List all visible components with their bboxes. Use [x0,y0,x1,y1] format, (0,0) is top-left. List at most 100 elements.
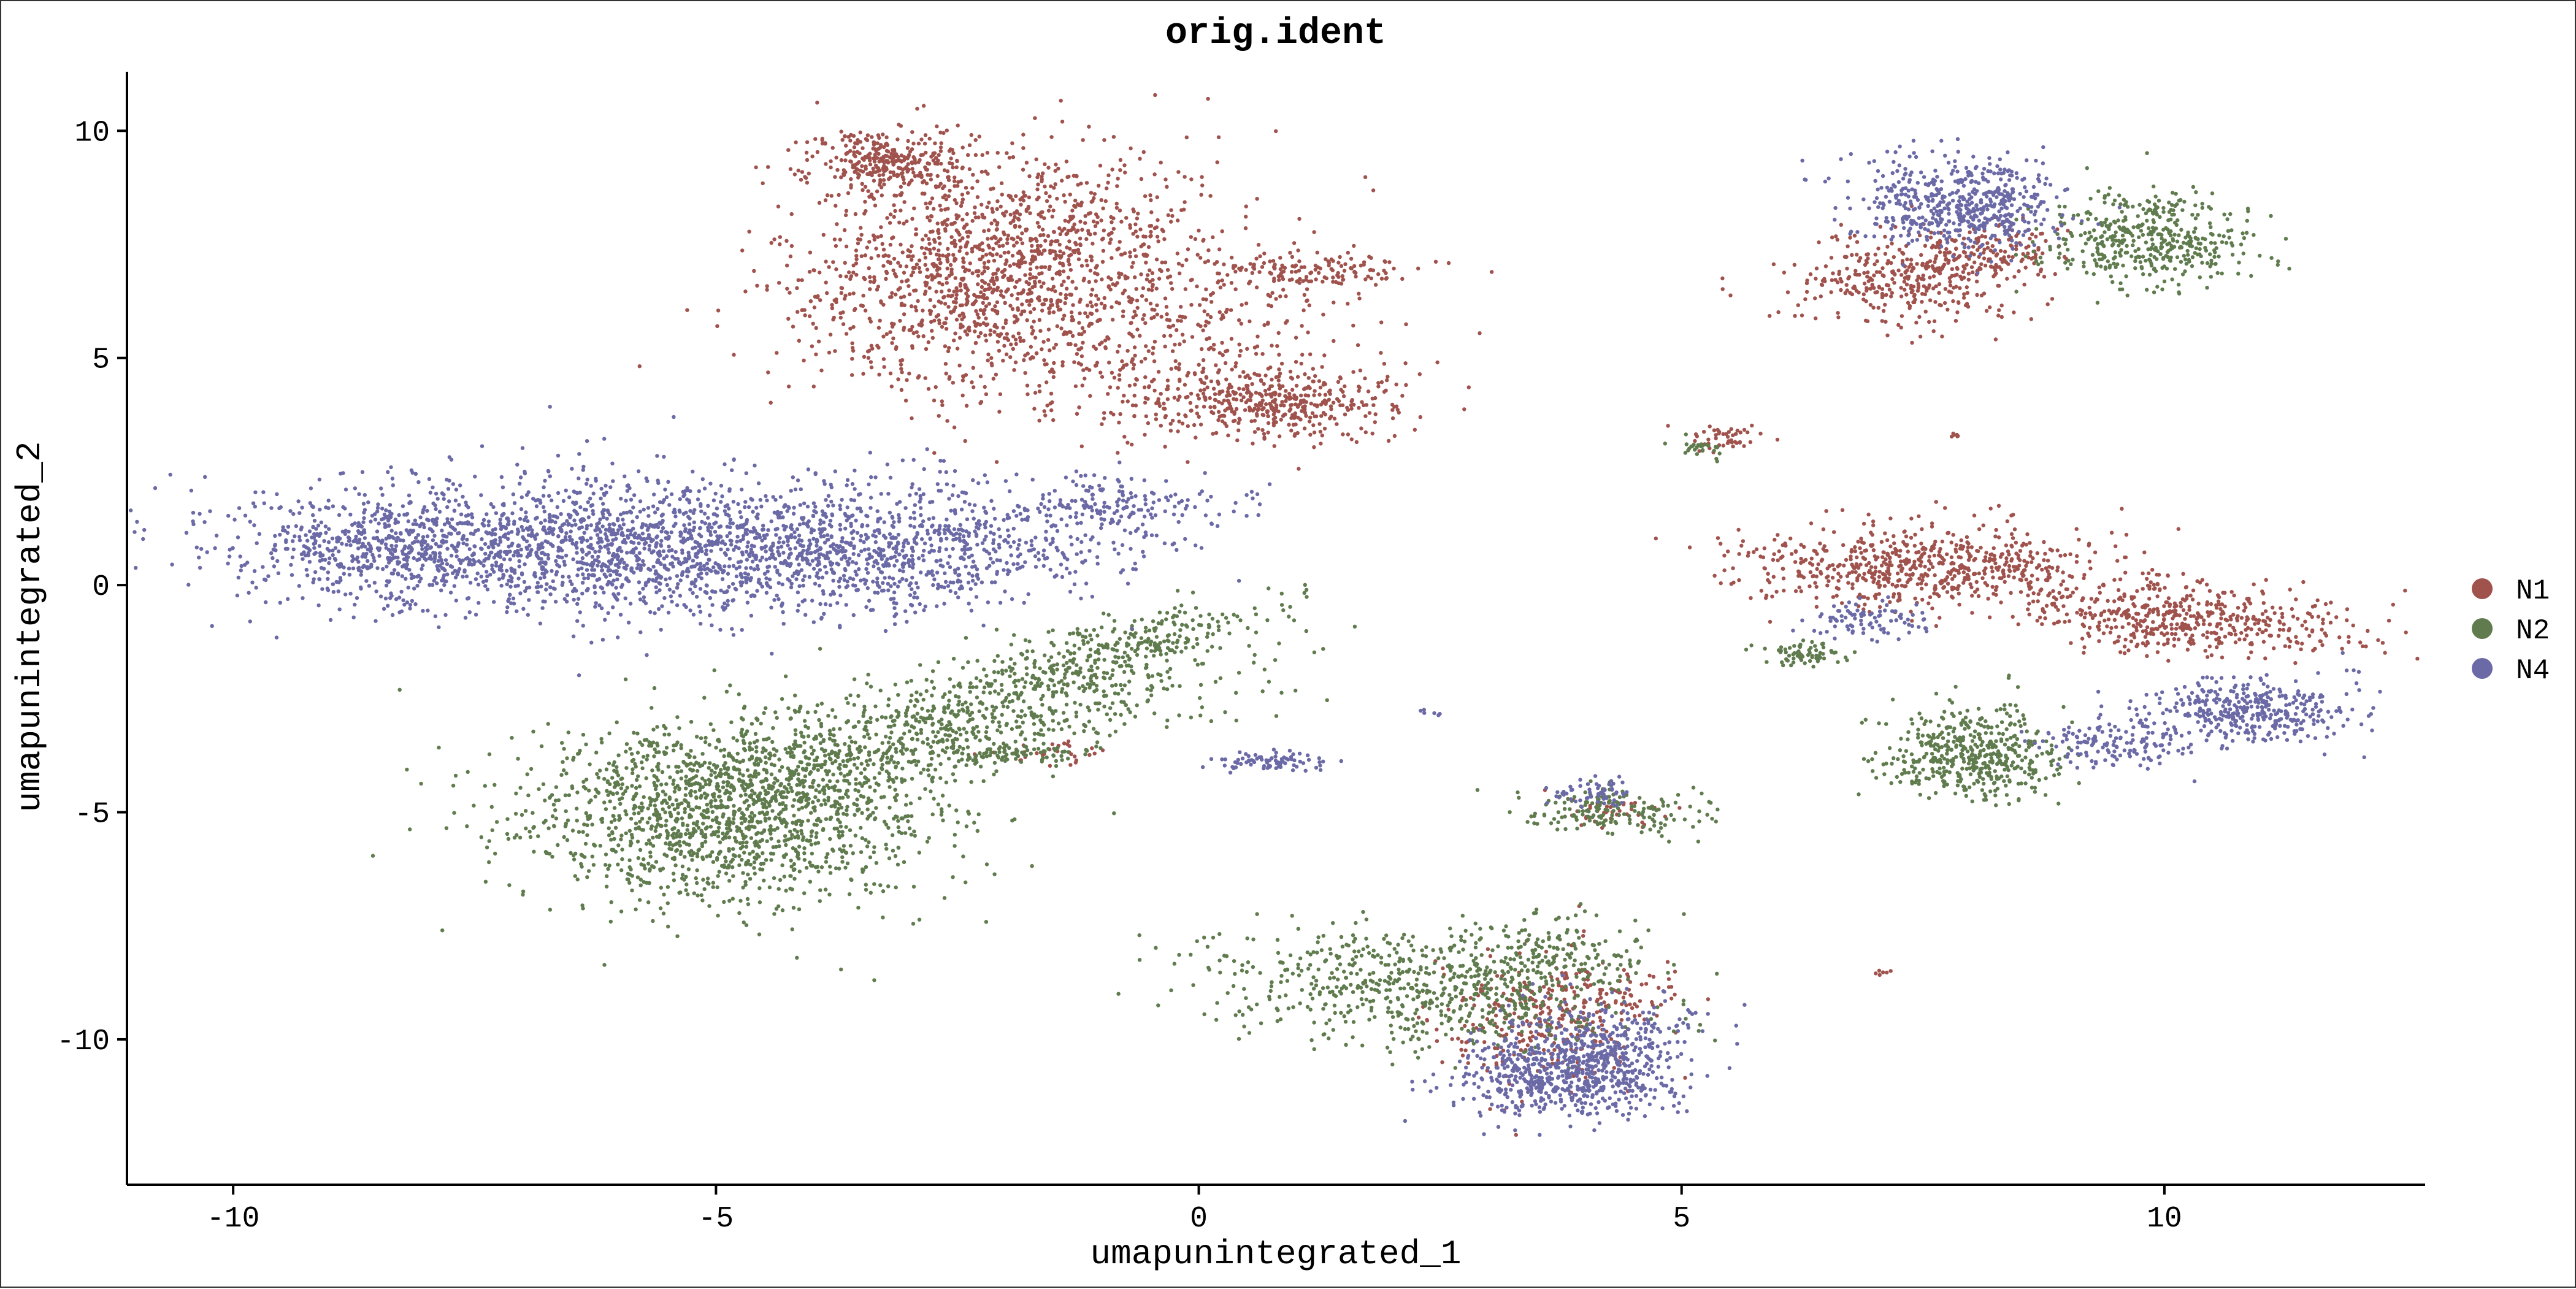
point-n1 [818,270,822,275]
point-n1 [2191,588,2196,592]
point-n1 [2329,600,2333,605]
point-n1 [800,170,805,174]
point-n1 [1067,174,1071,179]
point-n1 [1006,250,1011,254]
point-n1 [967,167,972,171]
point-n1 [1003,262,1008,266]
point-n1 [1943,287,1948,291]
point-n1 [1750,423,1754,428]
point-n1 [919,245,924,250]
point-n1 [1150,288,1154,293]
point-n1 [1041,232,1046,237]
point-n1 [1175,251,1180,256]
point-n1 [943,229,948,233]
point-n1 [1916,281,1920,286]
point-n1 [1234,361,1238,365]
point-n1 [1162,401,1166,406]
point-n1 [1186,424,1190,429]
point-n1 [2071,591,2075,595]
point-n1 [1052,346,1056,350]
point-n1 [1341,432,1345,437]
point-n1 [838,315,843,320]
point-n1 [800,278,804,283]
point-n1 [800,308,804,312]
point-n1 [2057,619,2061,624]
point-n1 [1248,376,1252,381]
point-n1 [854,261,859,266]
point-n1 [1720,287,1725,291]
point-n1 [2188,594,2193,598]
point-n1 [848,139,853,143]
point-n1 [2093,613,2097,618]
point-n1 [1089,321,1094,326]
point-n1 [865,133,870,137]
point-n1 [1134,287,1138,291]
point-n1 [1776,558,1780,562]
point-n1 [2223,591,2227,595]
point-n1 [935,272,940,277]
point-n1 [1938,580,1942,584]
point-n1 [1212,404,1217,409]
point-n1 [857,151,862,156]
point-n1 [2135,589,2139,594]
point-n1 [1056,304,1060,308]
point-n1 [2175,622,2179,627]
point-n1 [818,298,822,302]
point-n1 [993,304,997,308]
point-n1 [834,204,838,208]
point-n1 [1322,426,1327,431]
point-n1 [1170,286,1175,291]
point-n1 [1183,287,1188,291]
point-n1 [1133,383,1137,387]
point-n1 [1885,551,1890,556]
point-n1 [970,302,975,307]
point-n1 [1829,290,1833,294]
point-n1 [1096,318,1101,323]
point-n1 [1379,320,1384,324]
point-n1 [1274,403,1279,408]
point-n1 [1302,293,1306,297]
point-n1 [2045,559,2050,563]
point-n1 [2183,617,2187,621]
point-n1 [868,163,873,167]
point-n1 [2303,619,2307,624]
point-n1 [1982,559,1986,563]
point-n1 [1165,268,1170,272]
point-n1 [1184,258,1189,262]
point-n1 [1923,243,1928,248]
point-n1 [986,172,990,176]
point-n1 [971,365,976,370]
point-n1 [1202,395,1207,399]
point-n1 [1204,297,1208,302]
point-n1 [1110,370,1114,375]
point-n1 [1721,432,1725,436]
point-n1 [1928,275,1932,280]
point-n1 [1879,564,1884,568]
point-n1 [1357,405,1361,410]
point-n1 [2120,507,2124,511]
point-n1 [1211,386,1216,391]
point-n1 [2229,590,2234,594]
point-n1 [2155,627,2160,632]
point-n1 [2132,635,2137,640]
point-n1 [1289,403,1293,407]
point-n1 [1329,407,1333,411]
point-n1 [1373,420,1377,424]
point-n1 [1252,345,1257,350]
point-n1 [1216,279,1221,283]
point-n1 [1177,419,1181,424]
point-n1 [2214,631,2218,636]
point-n1 [854,257,859,261]
point-n1 [1887,563,1892,568]
point-n1 [2228,614,2233,619]
point-n1 [1961,236,1966,241]
point-n1 [1051,285,1056,289]
point-n1 [1206,321,1211,325]
point-n1 [877,372,881,377]
point-n1 [1541,985,1546,989]
point-n1 [877,159,881,164]
point-n1 [1027,288,1032,292]
point-n1 [954,228,959,232]
point-n1 [960,317,964,321]
